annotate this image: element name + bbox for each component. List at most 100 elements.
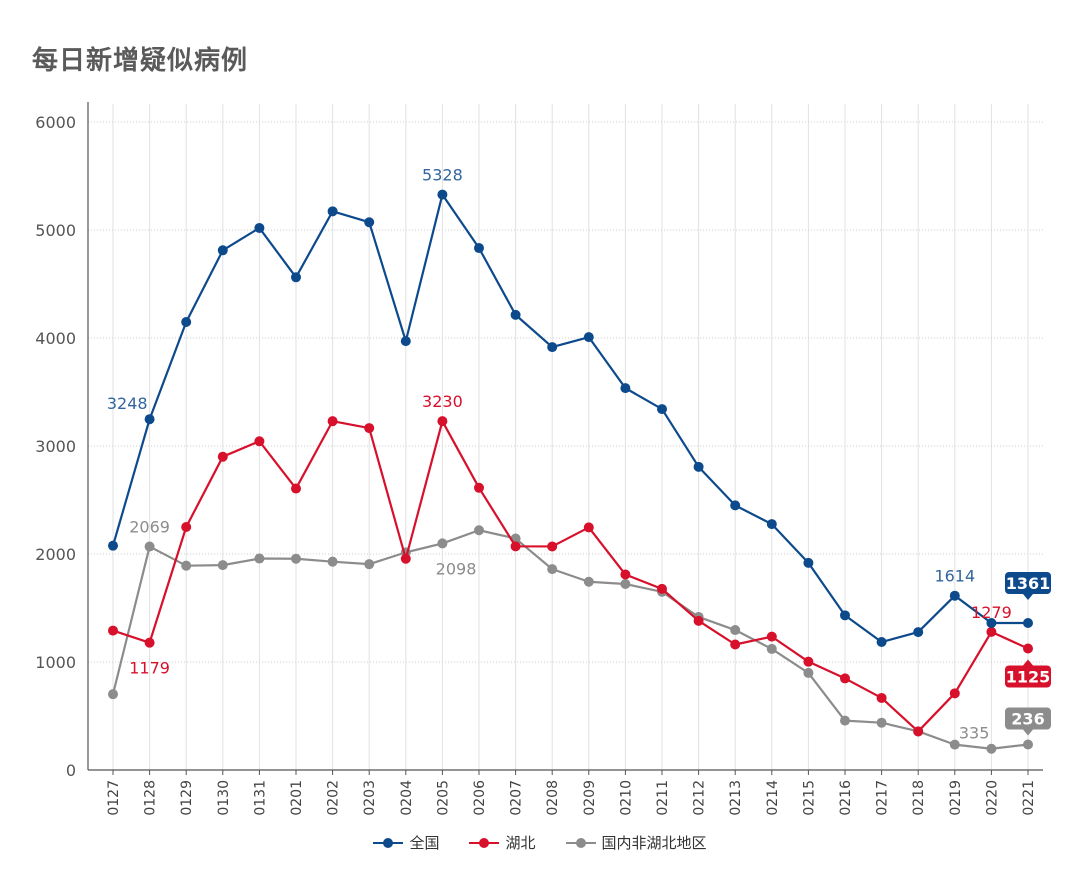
y-tick-label: 0 xyxy=(66,761,76,780)
x-tick-label: 0204 xyxy=(399,780,415,816)
x-tick-label: 0214 xyxy=(765,780,781,816)
data-point-national xyxy=(657,404,667,415)
data-point-hubei xyxy=(364,423,375,434)
data-point-non-hubei xyxy=(949,739,960,750)
data-label-national: 3248 xyxy=(107,394,148,413)
data-point-hubei xyxy=(693,615,704,626)
data-point-national xyxy=(803,557,814,568)
data-point-national xyxy=(913,627,924,638)
x-tick-label: 0220 xyxy=(984,780,1000,816)
data-label-hubei: 1179 xyxy=(129,659,170,678)
x-tick-label: 0209 xyxy=(582,780,598,816)
data-point-hubei xyxy=(474,482,484,493)
end-badge-box-hubei xyxy=(1005,665,1051,688)
chart-title: 每日新增疑似病例 xyxy=(32,46,249,76)
data-point-national xyxy=(291,272,301,283)
data-point-national xyxy=(217,245,228,256)
legend-swatch-non-hubei xyxy=(565,837,596,849)
end-badge-pointer-national xyxy=(1023,594,1033,601)
x-tick-label: 0210 xyxy=(618,780,634,816)
y-tick-label: 6000 xyxy=(35,113,76,132)
data-point-national xyxy=(254,222,265,233)
data-label-hubei: 1279 xyxy=(971,603,1012,622)
x-tick-label: 0218 xyxy=(911,780,927,816)
x-tick-label: 0221 xyxy=(1021,780,1037,816)
data-point-national xyxy=(986,618,997,629)
legend-label-national: 全国 xyxy=(409,834,440,852)
data-point-non-hubei xyxy=(291,553,301,564)
x-tick-label: 0201 xyxy=(289,780,305,816)
x-tick-label: 0213 xyxy=(728,780,744,816)
data-point-non-hubei xyxy=(620,579,631,590)
y-tick-label: 1000 xyxy=(35,653,76,672)
data-point-hubei xyxy=(876,692,887,703)
data-point-hubei xyxy=(108,625,118,636)
data-point-hubei xyxy=(144,637,155,648)
data-point-hubei xyxy=(949,688,960,699)
data-point-hubei xyxy=(913,726,924,737)
data-point-hubei xyxy=(730,639,741,650)
legend-item-non-hubei: 国内非湖北地区 xyxy=(565,832,707,853)
x-tick-label: 0217 xyxy=(875,780,891,816)
data-point-national xyxy=(400,336,411,347)
data-point-hubei xyxy=(620,569,631,580)
legend-label-non-hubei: 国内非湖北地区 xyxy=(601,834,707,852)
data-point-non-hubei xyxy=(474,525,484,536)
data-point-hubei xyxy=(510,541,521,552)
data-point-non-hubei xyxy=(217,560,228,571)
end-badge-national: 1361 xyxy=(1005,572,1051,601)
data-label-national: 5328 xyxy=(422,166,463,185)
end-badge-pointer-non-hubei xyxy=(1023,729,1033,736)
data-label-non-hubei: 2069 xyxy=(129,518,170,537)
y-tick-label: 4000 xyxy=(35,329,76,348)
data-point-non-hubei xyxy=(181,560,192,571)
data-point-non-hubei xyxy=(254,553,265,564)
data-point-national xyxy=(620,383,631,394)
x-tick-label: 0202 xyxy=(326,780,342,816)
end-badge-box-non-hubei xyxy=(1005,707,1051,730)
data-point-national xyxy=(583,332,594,343)
data-point-hubei xyxy=(1023,643,1033,654)
data-point-non-hubei xyxy=(144,541,155,552)
data-point-hubei xyxy=(437,416,448,427)
data-point-non-hubei xyxy=(803,667,814,678)
data-point-non-hubei xyxy=(583,576,594,587)
x-tick-label: 0212 xyxy=(692,780,708,816)
data-point-hubei xyxy=(254,436,265,447)
data-point-hubei xyxy=(547,541,558,552)
data-point-national xyxy=(181,317,192,328)
data-point-hubei xyxy=(217,451,228,462)
data-label-national: 1614 xyxy=(934,567,975,586)
x-tick-label: 0215 xyxy=(801,780,817,816)
end-badge-label-hubei: 1125 xyxy=(1006,668,1051,687)
legend-swatch-hubei xyxy=(469,837,500,849)
data-point-non-hubei xyxy=(327,556,338,567)
data-point-national xyxy=(327,206,338,217)
data-point-hubei xyxy=(986,626,997,637)
x-tick-label: 0203 xyxy=(362,780,378,816)
data-point-hubei xyxy=(400,553,411,564)
data-point-national xyxy=(693,461,704,472)
data-point-hubei xyxy=(803,656,814,667)
data-point-national xyxy=(766,519,777,530)
data-point-hubei xyxy=(291,483,301,494)
data-point-national xyxy=(144,414,155,425)
series-line-national xyxy=(111,193,1028,644)
data-point-non-hubei xyxy=(876,717,887,728)
end-badge-pointer-hubei xyxy=(1023,659,1033,666)
x-tick-label: 0208 xyxy=(545,780,561,816)
data-point-national xyxy=(547,342,558,353)
x-tick-label: 0131 xyxy=(252,780,268,816)
x-tick-label: 0205 xyxy=(435,780,451,816)
data-point-hubei xyxy=(766,631,777,642)
x-tick-label: 0211 xyxy=(655,780,671,816)
x-tick-label: 0127 xyxy=(106,780,122,816)
data-point-national xyxy=(730,500,741,511)
series-line-non-hubei xyxy=(111,529,1029,750)
data-point-national xyxy=(876,637,887,648)
data-point-national xyxy=(840,610,850,621)
data-point-national xyxy=(474,243,484,254)
data-point-national xyxy=(949,590,960,601)
legend-swatch-national xyxy=(373,837,404,849)
data-label-non-hubei: 335 xyxy=(959,724,990,743)
